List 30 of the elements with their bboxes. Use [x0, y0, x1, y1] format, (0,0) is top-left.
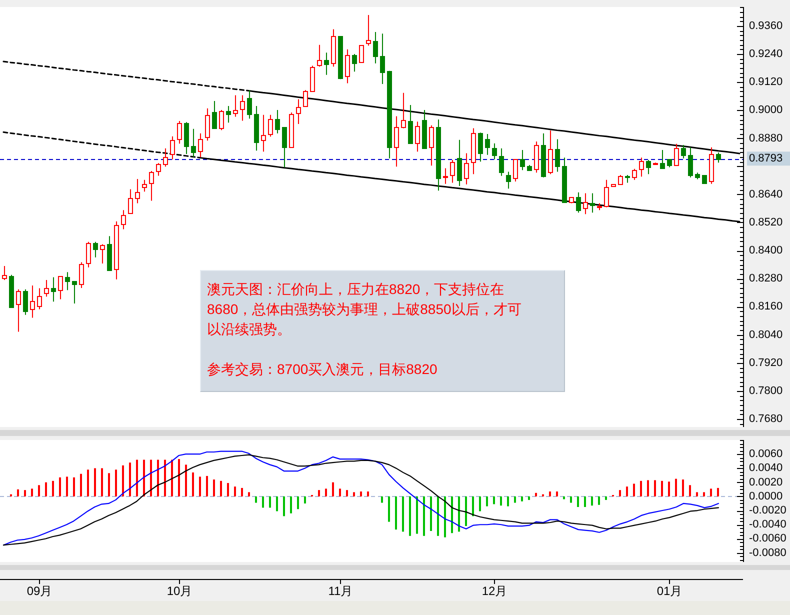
y-tick-label: -0.0020: [749, 504, 786, 517]
y-tick-label: 0.8040: [749, 328, 783, 341]
y-tick-label: 0.0040: [749, 462, 783, 474]
x-tick-label: 01月: [656, 584, 682, 598]
y-tick-label: 0.9240: [749, 48, 783, 60]
y-tick-label: 0.9360: [749, 20, 783, 32]
annotation: 澳元天图：汇价向上，压力在8820，下支持位在8680，总体由强势较为事理，上破8850以后，才可以沿续强势。: [207, 280, 522, 339]
y-tick-label: 0.0060: [749, 448, 783, 460]
y-tick-label: 0.9120: [749, 76, 783, 88]
x-tick-label: 11月: [328, 584, 353, 598]
y-tick-label: -0.0080: [749, 546, 786, 559]
x-tick-label: 09月: [26, 584, 52, 598]
y-tick-label: 0.7680: [749, 413, 783, 426]
price-label: 0.8793: [749, 152, 783, 165]
y-tick-label: 0.8520: [749, 216, 783, 228]
x-tick-label: 10月: [166, 584, 192, 598]
y-tick-label: 0.8880: [749, 132, 783, 144]
y-tick-label: 0.8400: [749, 244, 783, 257]
y-tick-label: 0.8640: [749, 188, 783, 200]
y-tick-label: 0.0000: [749, 490, 783, 502]
y-tick-label: 0.7920: [749, 356, 783, 369]
x-tick-label: 12月: [482, 584, 508, 598]
y-tick-label: 0.7800: [749, 384, 783, 397]
annotation: 参考交易：8700买入澳元，目标8820: [207, 360, 438, 379]
y-tick-label: 0.9000: [749, 104, 783, 116]
y-tick-label: 0.0020: [749, 476, 783, 488]
y-tick-label: 0.8280: [749, 272, 783, 285]
y-tick-label: 0.8160: [749, 300, 783, 313]
y-tick-label: -0.0060: [749, 532, 786, 545]
y-tick-label: -0.0040: [749, 518, 786, 531]
